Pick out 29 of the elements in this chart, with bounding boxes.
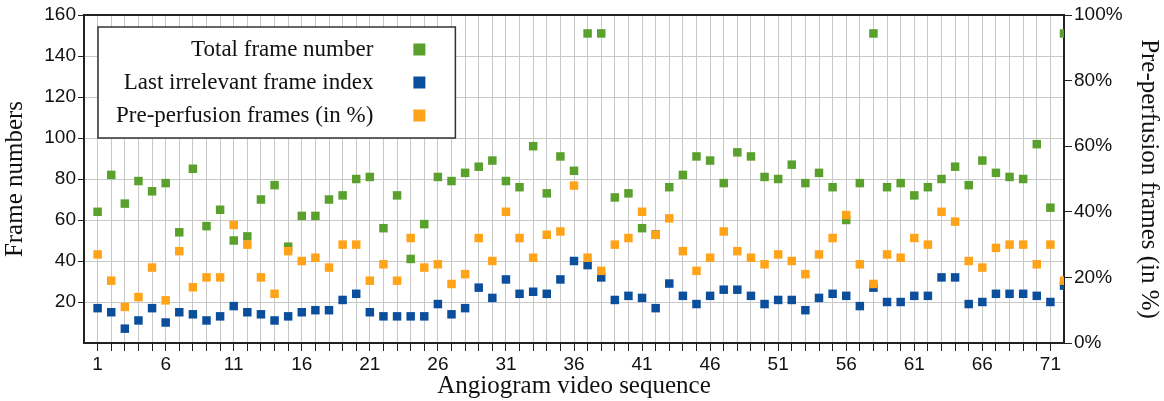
y2-tick-label: 60% (1074, 134, 1113, 156)
y2-tick-label: 100% (1074, 3, 1123, 25)
y-tick-label: 140 (44, 44, 76, 66)
y2-axis-title: Pre-perfusion frames (in %) (1136, 39, 1164, 319)
x-tick-label: 16 (291, 352, 313, 374)
x-tick-label: 11 (223, 352, 244, 374)
x-tick-label: 56 (835, 352, 857, 374)
legend-label: Total frame number (191, 35, 374, 61)
y2-tick-label: 0% (1074, 331, 1102, 353)
y-tick-label: 100 (44, 126, 76, 148)
y-tick-label: 120 (44, 85, 76, 107)
x-tick-label: 1 (92, 352, 103, 374)
y-tick-label: 60 (54, 208, 76, 230)
legend-label: Last irrelevant frame index (123, 68, 374, 94)
x-tick-label: 66 (971, 352, 993, 374)
x-tick-label: 51 (767, 352, 789, 374)
x-tick-label: 71 (1039, 352, 1061, 374)
y-tick-label: 160 (44, 3, 76, 25)
y-tick-label: 80 (54, 167, 76, 189)
y-axis-title: Frame numbers (0, 100, 27, 258)
legend-label: Pre-perfusion frames (in %) (115, 101, 374, 127)
y2-tick-label: 80% (1074, 68, 1113, 90)
x-tick-label: 61 (903, 352, 925, 374)
y2-tick-label: 20% (1074, 265, 1113, 287)
x-tick-label: 6 (160, 352, 171, 374)
y-tick-label: 20 (54, 290, 76, 312)
x-tick-label: 21 (359, 352, 381, 374)
y-tick-label: 40 (54, 249, 76, 271)
y2-tick-label: 40% (1074, 200, 1113, 222)
